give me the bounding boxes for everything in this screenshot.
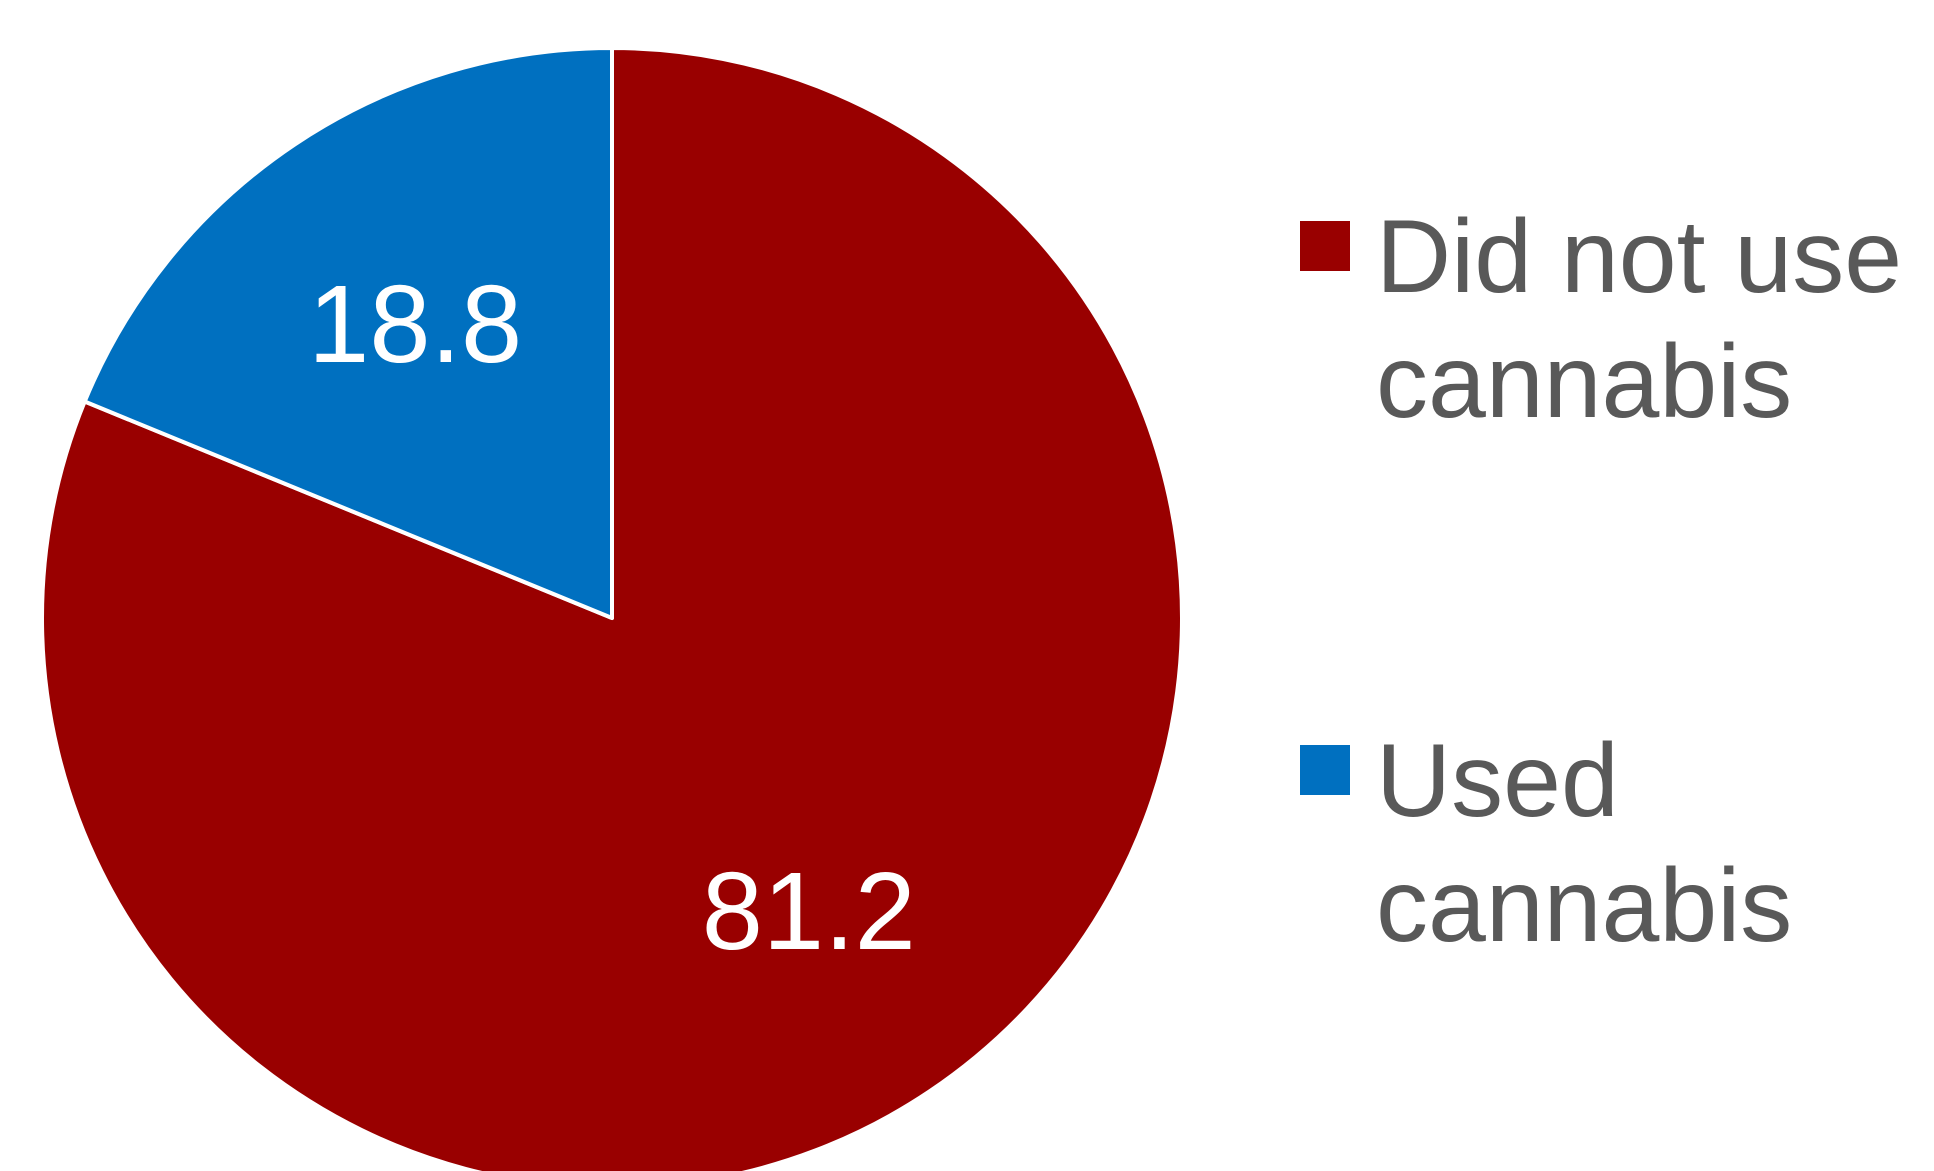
data-label-used-cannabis: 18.8 [308, 263, 522, 386]
legend-swatch-used [1300, 745, 1350, 795]
pie-data-labels: 81.2 18.8 [308, 263, 916, 973]
legend-label-used: Used cannabis [1376, 723, 1793, 964]
legend: Did not use cannabis Used cannabis [1300, 0, 1934, 1171]
legend-label-did-not-use: Did not use cannabis [1376, 199, 1903, 440]
pie-slice-did-not-use-cannabis [40, 46, 1184, 1171]
legend-item-did-not-use: Did not use cannabis [1300, 195, 1934, 445]
data-label-did-not-use-cannabis: 81.2 [702, 850, 916, 973]
pie-slices [40, 46, 1184, 1171]
legend-item-used: Used cannabis [1300, 719, 1934, 969]
pie-slice-used-cannabis [82, 46, 614, 620]
legend-swatch-did-not-use [1300, 221, 1350, 271]
